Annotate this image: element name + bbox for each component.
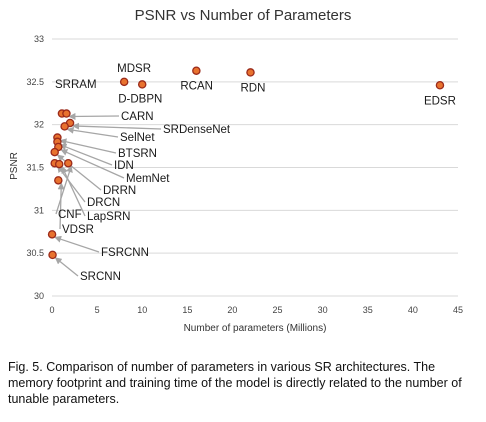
data-point bbox=[137, 80, 147, 89]
label-arrow bbox=[66, 126, 119, 138]
data-point bbox=[119, 77, 129, 87]
x-axis-ticks: 0 5 10 15 20 25 30 35 40 45 bbox=[49, 305, 463, 315]
point-label: FSRCNN bbox=[101, 247, 149, 259]
point-label: MemNet bbox=[126, 173, 170, 185]
label-arrow bbox=[54, 257, 79, 277]
x-tick-label: 35 bbox=[363, 305, 373, 315]
label-arrow bbox=[61, 166, 86, 217]
data-point bbox=[50, 147, 59, 157]
y-tick-label: 31 bbox=[34, 205, 44, 215]
x-tick-label: 30 bbox=[318, 305, 328, 315]
point-label: D-DBPN bbox=[118, 93, 162, 105]
y-tick-label: 32 bbox=[34, 120, 44, 130]
data-point bbox=[47, 230, 57, 239]
data-point bbox=[435, 81, 445, 90]
y-tick-label: 33 bbox=[34, 34, 44, 44]
data-point bbox=[60, 122, 69, 131]
data-point bbox=[192, 66, 201, 75]
x-tick-label: 5 bbox=[95, 305, 100, 315]
point-label: CNF bbox=[58, 209, 82, 221]
point-label: RDN bbox=[240, 82, 265, 94]
label-arrow bbox=[57, 182, 65, 230]
y-axis-ticks: 30 30.5 31 31.5 32 32.5 33 bbox=[26, 34, 44, 301]
figure-caption: Fig. 5. Comparison of number of paramete… bbox=[8, 360, 462, 406]
data-point bbox=[54, 176, 63, 185]
x-tick-label: 0 bbox=[49, 305, 54, 315]
gridlines bbox=[52, 38, 458, 297]
y-tick-label: 30 bbox=[34, 291, 44, 301]
point-label: DRRN bbox=[103, 185, 136, 197]
point-label: SRCNN bbox=[80, 271, 121, 283]
x-tick-label: 25 bbox=[273, 305, 283, 315]
point-labels: MDSR D-DBPN RCAN RDN EDSR SRRAM CARN SRDenseNet… bbox=[55, 63, 456, 283]
label-arrow bbox=[72, 122, 162, 130]
data-point bbox=[246, 68, 255, 77]
chart-title: PSNR vs Number of Parameters bbox=[135, 7, 352, 24]
label-arrow bbox=[59, 143, 113, 166]
point-label: RCAN bbox=[180, 81, 213, 93]
x-axis-label: Number of parameters (Millions) bbox=[184, 323, 327, 334]
data-points bbox=[47, 66, 445, 260]
x-tick-label: 10 bbox=[137, 305, 147, 315]
y-axis-label: PSNR bbox=[9, 152, 20, 180]
label-arrow bbox=[55, 165, 73, 215]
x-tick-label: 45 bbox=[453, 305, 463, 315]
point-label: CARN bbox=[121, 111, 154, 123]
x-tick-label: 15 bbox=[182, 305, 192, 315]
data-point bbox=[63, 158, 73, 168]
point-label: SelNet bbox=[120, 132, 155, 144]
label-arrow bbox=[60, 149, 125, 179]
point-label: MDSR bbox=[117, 63, 151, 75]
label-arrow bbox=[59, 138, 117, 154]
point-label: EDSR bbox=[424, 95, 456, 107]
y-tick-label: 30.5 bbox=[26, 248, 44, 258]
point-label: LapSRN bbox=[87, 211, 130, 223]
point-label: IDN bbox=[114, 160, 134, 172]
y-tick-label: 31.5 bbox=[26, 163, 44, 173]
point-label: SRDenseNet bbox=[163, 124, 231, 136]
point-label: VDSR bbox=[62, 224, 94, 236]
point-label: DRCN bbox=[87, 197, 120, 209]
x-tick-label: 40 bbox=[408, 305, 418, 315]
label-arrow bbox=[68, 112, 120, 120]
data-point bbox=[48, 250, 57, 260]
point-label: BTSRN bbox=[118, 148, 157, 160]
y-tick-label: 32.5 bbox=[26, 77, 44, 87]
data-point bbox=[62, 109, 71, 118]
scatter-chart: PSNR vs Number of Parameters 0 5 10 15 20 25 3… bbox=[9, 7, 463, 334]
x-tick-label: 20 bbox=[227, 305, 237, 315]
data-point bbox=[54, 159, 64, 169]
label-arrow bbox=[54, 235, 100, 253]
point-label: SRRAM bbox=[55, 79, 97, 91]
